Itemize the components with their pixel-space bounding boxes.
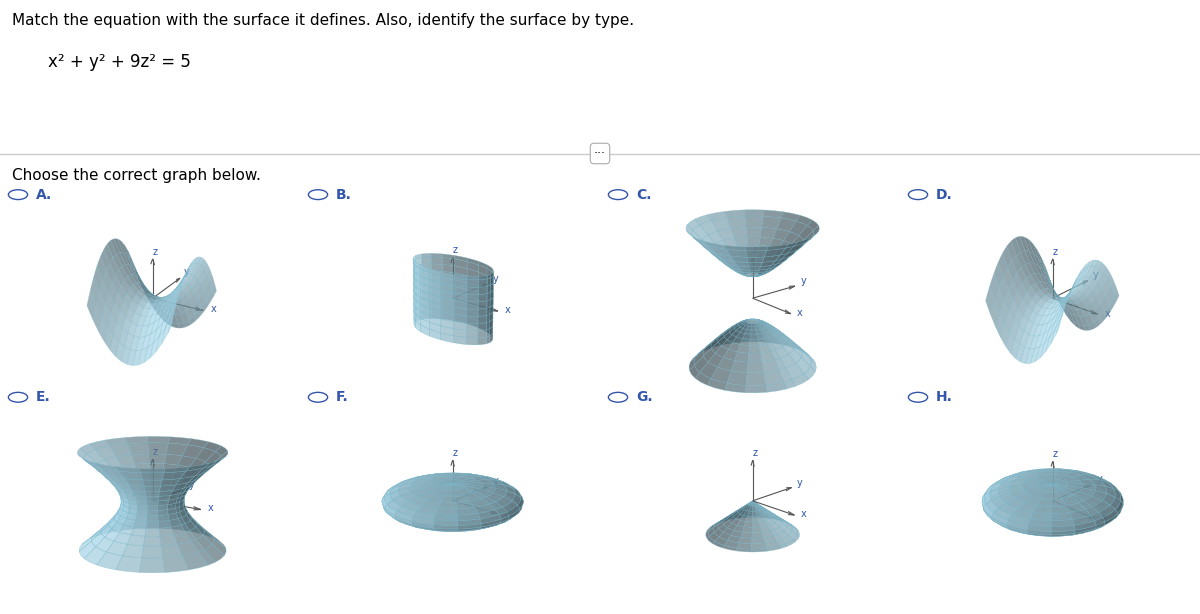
Text: H.: H.: [936, 391, 953, 404]
Text: D.: D.: [936, 188, 953, 201]
Text: A.: A.: [36, 188, 53, 201]
Text: Match the equation with the surface it defines. Also, identify the surface by ty: Match the equation with the surface it d…: [12, 14, 634, 28]
Text: Choose the correct graph below.: Choose the correct graph below.: [12, 168, 260, 183]
Text: C.: C.: [636, 188, 652, 201]
Text: E.: E.: [36, 391, 50, 404]
Text: ···: ···: [594, 147, 606, 160]
Text: x² + y² + 9z² = 5: x² + y² + 9z² = 5: [48, 53, 191, 71]
Text: G.: G.: [636, 391, 653, 404]
Text: F.: F.: [336, 391, 349, 404]
Text: B.: B.: [336, 188, 352, 201]
